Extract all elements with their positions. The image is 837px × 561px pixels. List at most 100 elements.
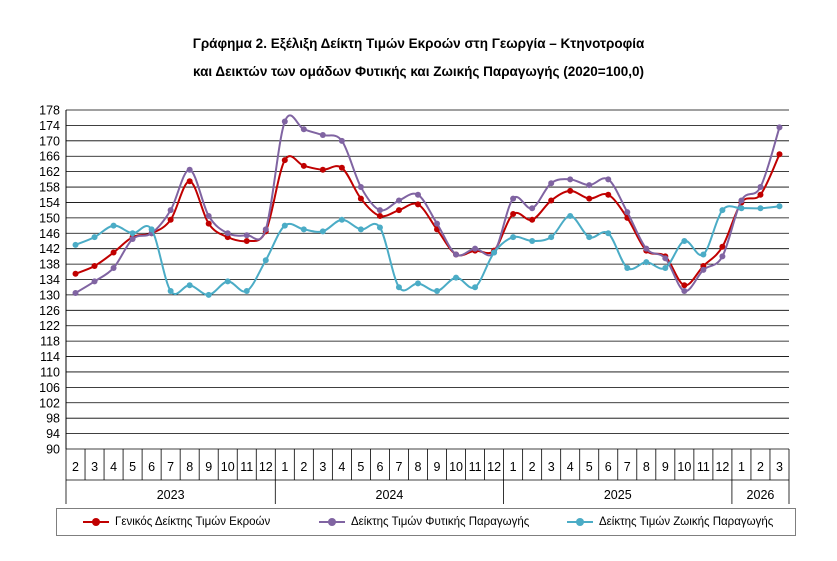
data-point-2 [510,234,517,241]
legend-item-crop: Δείκτης Τιμών Φυτικής Παραγωγής [319,509,529,535]
data-point-1 [529,205,536,212]
data-point-1 [434,220,441,227]
legend-swatch-crop [319,517,345,527]
series-line-2 [75,205,780,296]
data-point-1 [510,195,517,202]
data-point-2 [529,237,536,244]
data-point-0 [281,157,288,164]
month-label: 1 [281,460,288,474]
data-point-2 [681,237,688,244]
y-tick-label: 166 [39,150,60,164]
data-point-0 [719,243,726,250]
data-point-1 [453,251,460,258]
data-point-2 [262,257,269,264]
data-point-1 [110,264,117,271]
y-tick-label: 142 [39,242,60,256]
legend: Γενικός Δείκτης Τιμών Εκροών Δείκτης Τιμ… [56,508,796,536]
y-tick-label: 106 [39,381,60,395]
y-tick-label: 138 [39,258,60,272]
y-tick-label: 114 [40,350,60,364]
y-tick-label: 90 [46,443,60,457]
data-point-2 [757,205,764,212]
month-label: 2 [757,460,764,474]
data-point-2 [434,288,441,295]
month-label: 6 [376,460,383,474]
data-point-2 [453,274,460,281]
data-point-1 [129,236,136,243]
y-tick-label: 146 [39,227,60,241]
month-label: 5 [586,460,593,474]
data-point-2 [776,203,783,210]
data-point-0 [776,151,783,158]
data-point-1 [72,289,79,296]
data-point-1 [700,266,707,273]
month-label: 5 [129,460,136,474]
chart-title: Γράφημα 2. Εξέλιξη Δείκτη Τιμών Εκροών σ… [192,36,645,51]
legend-marker-animal [576,518,584,526]
data-point-1 [167,207,174,214]
month-label: 3 [776,460,783,474]
data-point-2 [376,224,383,231]
legend-label-crop: Δείκτης Τιμών Φυτικής Παραγωγής [351,516,530,528]
data-point-1 [472,245,479,252]
y-tick-label: 110 [40,365,60,379]
month-label: 4 [567,460,574,474]
data-point-1 [738,197,745,204]
y-tick-label: 170 [39,134,60,148]
data-point-1 [186,166,193,173]
data-point-2 [624,264,631,271]
data-point-1 [338,137,345,144]
year-label: 2025 [604,488,632,502]
data-point-2 [357,226,364,233]
month-label: 1 [738,460,745,474]
data-point-0 [529,216,536,223]
data-point-1 [776,124,783,131]
y-tick-label: 130 [39,288,60,302]
data-point-2 [281,222,288,229]
y-tick-label: 102 [39,396,60,410]
data-point-2 [719,207,726,214]
legend-swatch-animal [567,517,593,527]
month-label: 7 [395,460,402,474]
data-point-2 [91,234,98,241]
data-point-0 [338,164,345,171]
month-label: 7 [167,460,174,474]
y-tick-label: 154 [39,196,60,210]
data-point-2 [414,280,421,287]
data-point-0 [510,211,517,218]
data-point-2 [110,222,117,229]
data-point-0 [243,237,250,244]
data-point-1 [91,278,98,285]
month-label: 4 [338,460,345,474]
data-point-2 [605,230,612,237]
month-label: 9 [662,460,669,474]
data-point-1 [243,232,250,239]
data-point-2 [738,205,745,212]
month-label: 6 [605,460,612,474]
data-point-2 [643,259,650,266]
year-label: 2024 [376,488,404,502]
month-label: 4 [110,460,117,474]
month-label: 3 [548,460,555,474]
month-label: 11 [240,460,253,474]
data-point-2 [472,284,479,291]
data-point-2 [567,212,574,219]
month-label: 7 [624,460,631,474]
data-point-2 [205,291,212,298]
month-label: 6 [148,460,155,474]
series-line-0 [75,153,781,287]
legend-marker-general [92,518,100,526]
data-point-1 [357,184,364,191]
data-point-2 [548,234,555,241]
y-tick-label: 118 [40,335,60,349]
month-label: 9 [205,460,212,474]
data-point-2 [224,278,231,285]
y-tick-label: 178 [39,104,60,118]
data-point-1 [662,255,669,262]
y-tick-label: 122 [39,319,60,333]
data-point-2 [167,288,174,295]
data-point-0 [586,195,593,202]
data-point-1 [414,191,421,198]
year-label: 2026 [747,488,775,502]
month-label: 2 [72,460,79,474]
